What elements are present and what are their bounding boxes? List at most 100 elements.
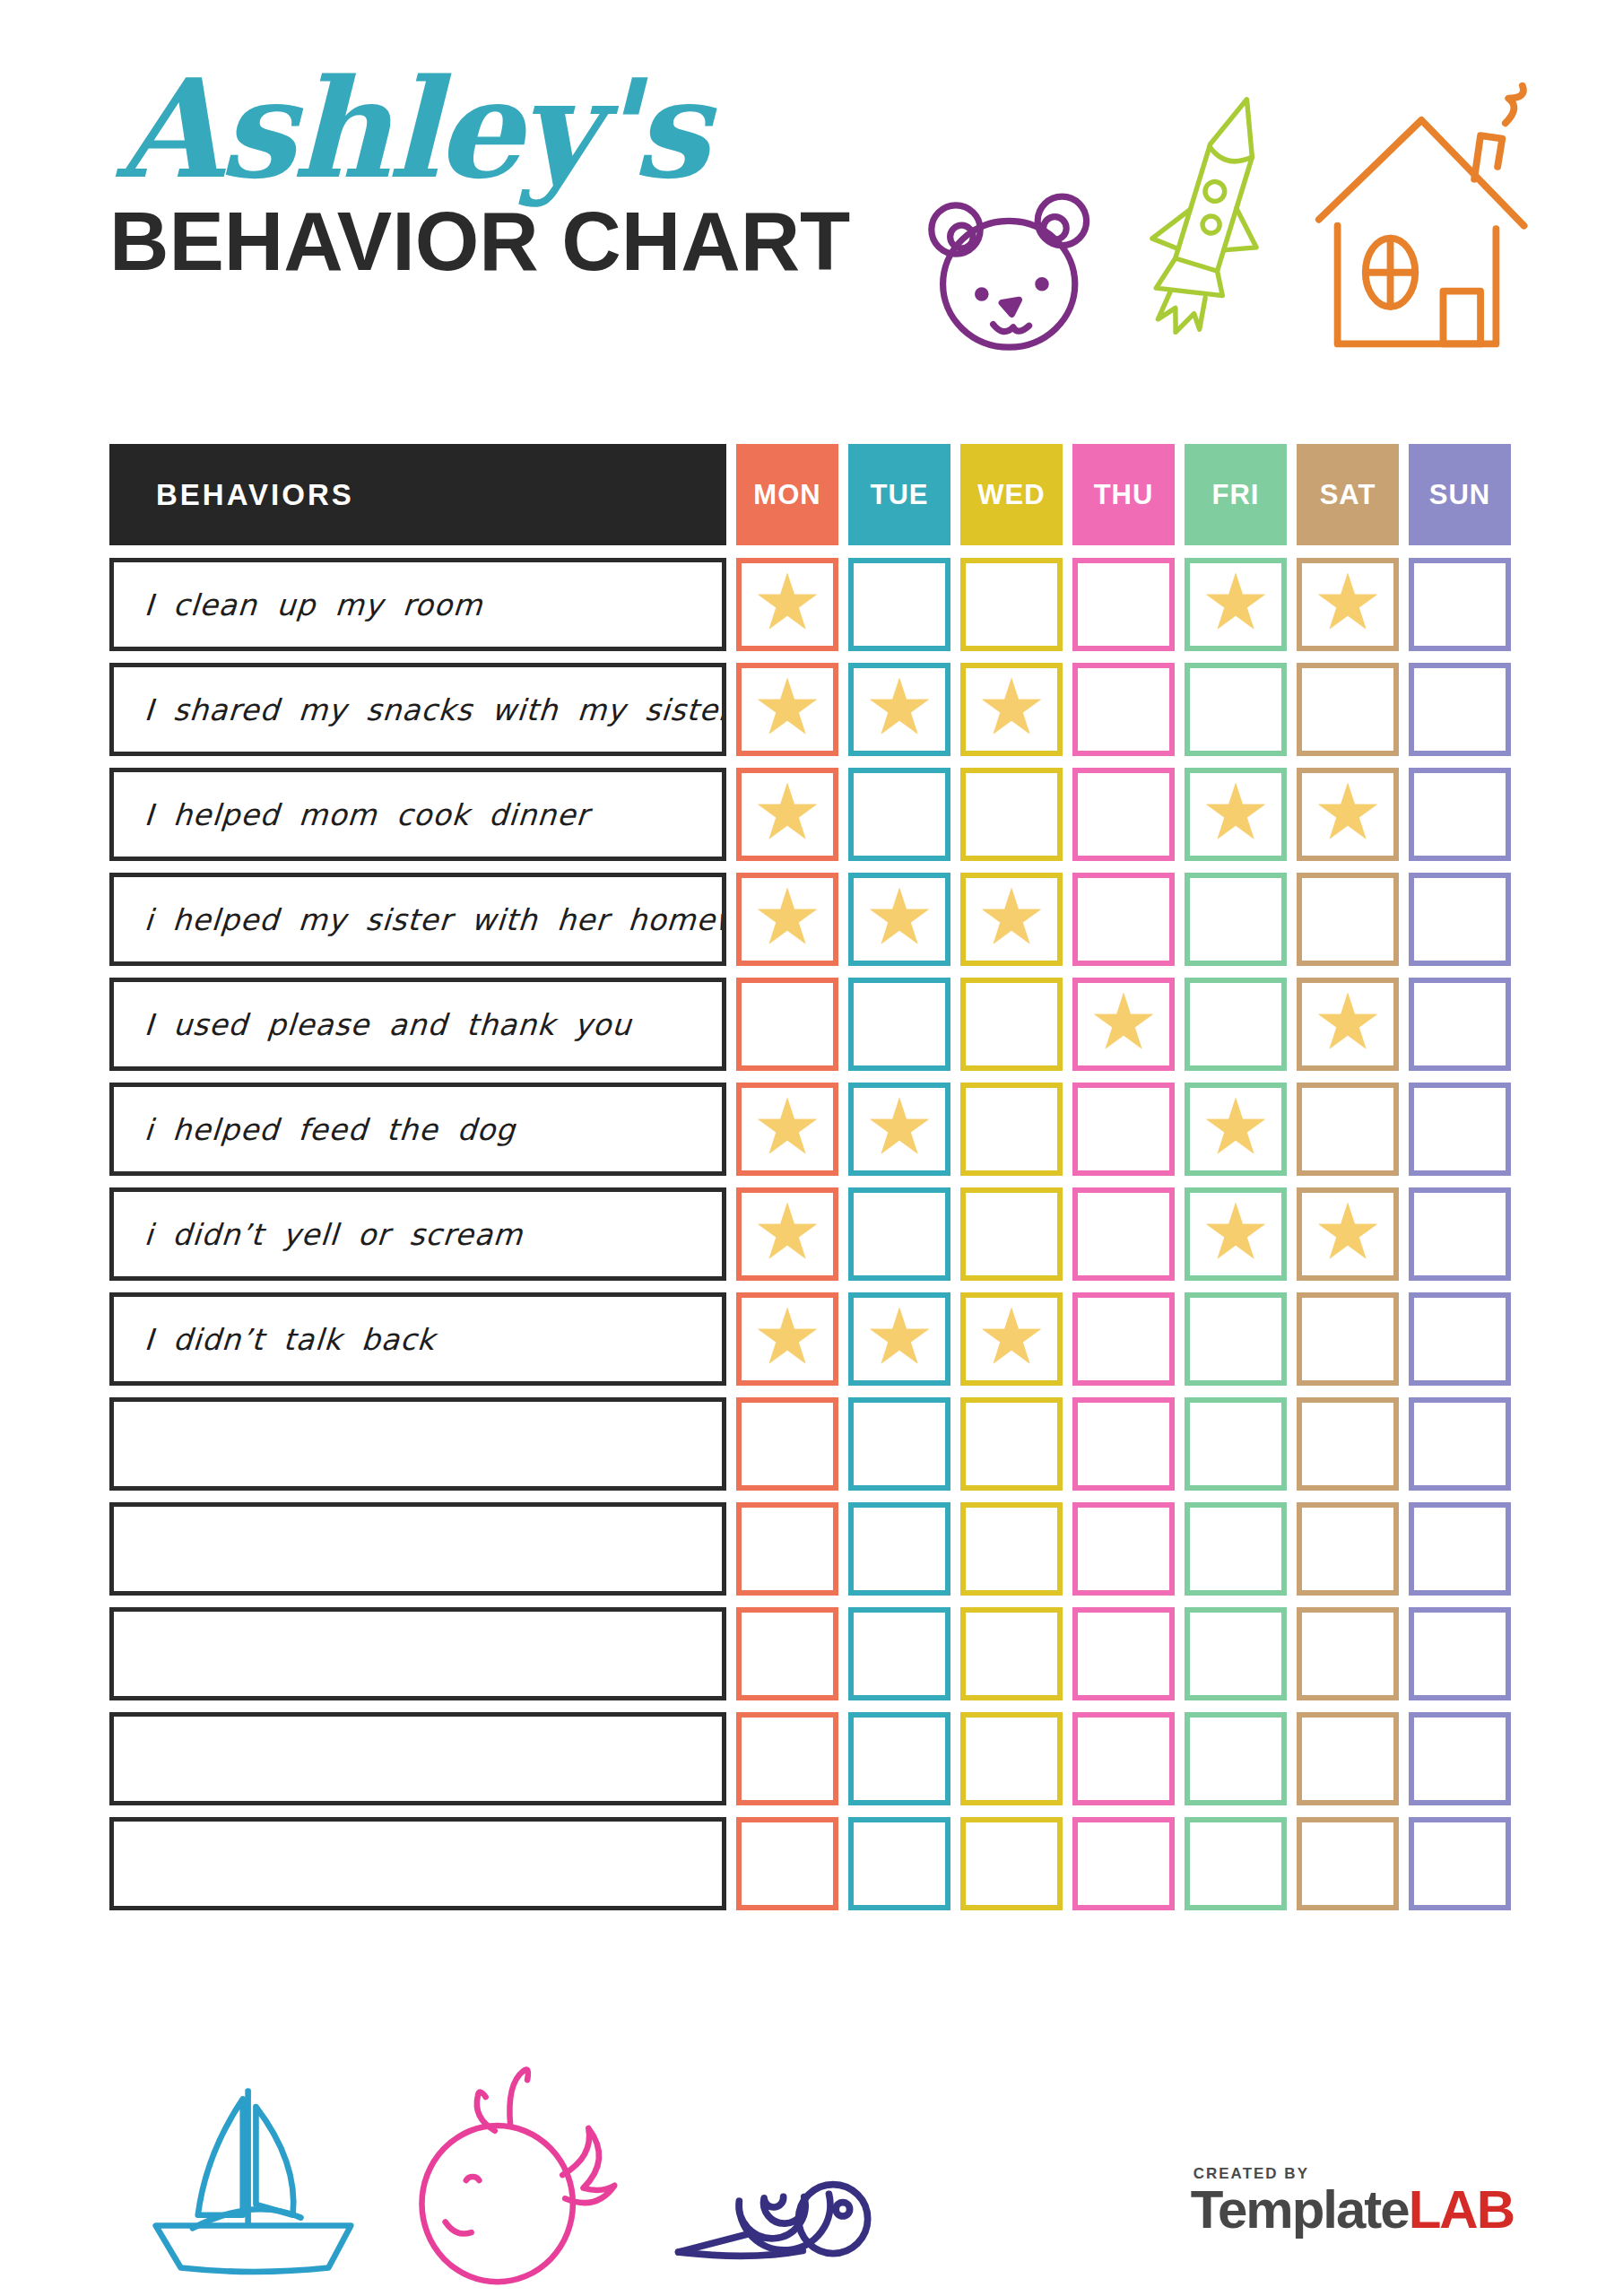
day-cell-mon[interactable]: ★ [736, 558, 838, 651]
day-cell-mon[interactable] [736, 978, 838, 1071]
day-cell-fri[interactable] [1185, 978, 1287, 1071]
behavior-label-cell[interactable]: I didn’t talk back [109, 1292, 726, 1386]
day-cell-mon[interactable]: ★ [736, 768, 838, 861]
day-cell-sun[interactable] [1409, 1502, 1511, 1596]
behavior-label-cell[interactable] [109, 1607, 726, 1700]
day-cell-thu[interactable] [1072, 1502, 1175, 1596]
day-cell-wed[interactable] [960, 1397, 1063, 1491]
day-cell-fri[interactable]: ★ [1185, 1083, 1287, 1176]
behavior-label-cell[interactable]: I shared my snacks with my sister [109, 663, 726, 756]
day-cell-thu[interactable] [1072, 1712, 1175, 1805]
day-cell-thu[interactable]: ★ [1072, 978, 1175, 1071]
day-cell-thu[interactable] [1072, 873, 1175, 966]
day-cell-sun[interactable] [1409, 663, 1511, 756]
day-cell-thu[interactable] [1072, 663, 1175, 756]
day-cell-fri[interactable]: ★ [1185, 768, 1287, 861]
day-cell-fri[interactable] [1185, 663, 1287, 756]
day-cell-tue[interactable] [848, 978, 950, 1071]
behavior-label-cell[interactable]: i helped feed the dog [109, 1083, 726, 1176]
day-cell-tue[interactable] [848, 1397, 950, 1491]
day-cell-mon[interactable]: ★ [736, 1083, 838, 1176]
day-cell-wed[interactable] [960, 1817, 1063, 1910]
day-cell-wed[interactable]: ★ [960, 873, 1063, 966]
day-cell-fri[interactable] [1185, 1292, 1287, 1386]
day-cell-mon[interactable] [736, 1712, 838, 1805]
day-cell-mon[interactable]: ★ [736, 663, 838, 756]
day-cell-sun[interactable] [1409, 1712, 1511, 1805]
day-cell-sat[interactable] [1297, 1083, 1399, 1176]
day-cell-wed[interactable] [960, 978, 1063, 1071]
day-cell-wed[interactable] [960, 558, 1063, 651]
day-cell-thu[interactable] [1072, 1083, 1175, 1176]
day-cell-tue[interactable] [848, 558, 950, 651]
day-cell-sat[interactable]: ★ [1297, 1187, 1399, 1281]
behavior-label-cell[interactable]: i helped my sister with her homework [109, 873, 726, 966]
day-cell-sat[interactable]: ★ [1297, 558, 1399, 651]
day-cell-sat[interactable]: ★ [1297, 768, 1399, 861]
day-cell-sun[interactable] [1409, 873, 1511, 966]
day-cell-tue[interactable] [848, 1187, 950, 1281]
day-cell-sun[interactable] [1409, 1292, 1511, 1386]
day-cell-sun[interactable] [1409, 1397, 1511, 1491]
day-cell-tue[interactable] [848, 1817, 950, 1910]
day-cell-wed[interactable] [960, 1083, 1063, 1176]
day-cell-fri[interactable] [1185, 1607, 1287, 1700]
behavior-label-cell[interactable]: I clean up my room [109, 558, 726, 651]
behavior-label-cell[interactable]: I used please and thank you [109, 978, 726, 1071]
day-cell-tue[interactable]: ★ [848, 1083, 950, 1176]
day-cell-fri[interactable] [1185, 1502, 1287, 1596]
behavior-label-cell[interactable] [109, 1502, 726, 1596]
day-cell-thu[interactable] [1072, 1397, 1175, 1491]
day-cell-sat[interactable] [1297, 1817, 1399, 1910]
day-cell-thu[interactable] [1072, 1292, 1175, 1386]
day-cell-sun[interactable] [1409, 1607, 1511, 1700]
day-cell-fri[interactable]: ★ [1185, 1187, 1287, 1281]
day-cell-mon[interactable] [736, 1397, 838, 1491]
day-cell-fri[interactable] [1185, 873, 1287, 966]
day-cell-fri[interactable]: ★ [1185, 558, 1287, 651]
day-cell-sun[interactable] [1409, 768, 1511, 861]
behavior-label-cell[interactable] [109, 1712, 726, 1805]
day-cell-thu[interactable] [1072, 768, 1175, 861]
day-cell-sun[interactable] [1409, 558, 1511, 651]
day-cell-wed[interactable] [960, 1607, 1063, 1700]
day-cell-sat[interactable] [1297, 1397, 1399, 1491]
day-cell-sat[interactable] [1297, 663, 1399, 756]
day-cell-wed[interactable] [960, 768, 1063, 861]
day-cell-sun[interactable] [1409, 978, 1511, 1071]
day-cell-mon[interactable]: ★ [736, 873, 838, 966]
day-cell-sat[interactable]: ★ [1297, 978, 1399, 1071]
day-cell-tue[interactable] [848, 768, 950, 861]
day-cell-thu[interactable] [1072, 558, 1175, 651]
day-cell-tue[interactable]: ★ [848, 1292, 950, 1386]
day-cell-sat[interactable] [1297, 1712, 1399, 1805]
day-cell-tue[interactable] [848, 1712, 950, 1805]
behavior-label-cell[interactable]: I helped mom cook dinner [109, 768, 726, 861]
day-cell-sat[interactable] [1297, 1502, 1399, 1596]
day-cell-mon[interactable]: ★ [736, 1292, 838, 1386]
day-cell-wed[interactable] [960, 1187, 1063, 1281]
day-cell-wed[interactable]: ★ [960, 1292, 1063, 1386]
day-cell-fri[interactable] [1185, 1712, 1287, 1805]
day-cell-sat[interactable] [1297, 873, 1399, 966]
behavior-label-cell[interactable] [109, 1397, 726, 1491]
day-cell-sun[interactable] [1409, 1817, 1511, 1910]
day-cell-fri[interactable] [1185, 1817, 1287, 1910]
day-cell-wed[interactable] [960, 1502, 1063, 1596]
day-cell-thu[interactable] [1072, 1187, 1175, 1281]
day-cell-wed[interactable]: ★ [960, 663, 1063, 756]
day-cell-wed[interactable] [960, 1712, 1063, 1805]
day-cell-mon[interactable]: ★ [736, 1187, 838, 1281]
day-cell-thu[interactable] [1072, 1607, 1175, 1700]
day-cell-tue[interactable]: ★ [848, 873, 950, 966]
day-cell-sat[interactable] [1297, 1607, 1399, 1700]
day-cell-mon[interactable] [736, 1817, 838, 1910]
day-cell-sat[interactable] [1297, 1292, 1399, 1386]
day-cell-sun[interactable] [1409, 1187, 1511, 1281]
behavior-label-cell[interactable] [109, 1817, 726, 1910]
day-cell-tue[interactable]: ★ [848, 663, 950, 756]
behavior-label-cell[interactable]: i didn’t yell or scream [109, 1187, 726, 1281]
day-cell-tue[interactable] [848, 1502, 950, 1596]
day-cell-mon[interactable] [736, 1607, 838, 1700]
day-cell-mon[interactable] [736, 1502, 838, 1596]
